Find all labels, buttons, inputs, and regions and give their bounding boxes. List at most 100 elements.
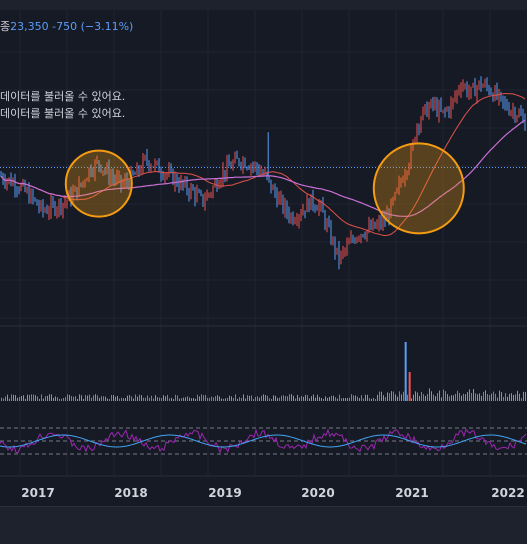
volume-bar [27, 394, 28, 401]
volume-bar [161, 398, 162, 401]
volume-bar [421, 391, 422, 401]
volume-bar [271, 398, 272, 401]
volume-bar [413, 394, 414, 401]
volume-bar [305, 394, 306, 401]
volume-bar [203, 395, 204, 401]
volume-bar [229, 395, 230, 401]
highlight-circle-1 [64, 149, 133, 218]
volume-bar [489, 395, 490, 401]
volume-bar [127, 395, 128, 401]
volume-bar [11, 394, 12, 401]
volume-bar [465, 394, 466, 401]
volume-bar [313, 394, 314, 401]
volume-bar [119, 398, 120, 401]
rsi-signal-line [0, 434, 527, 448]
volume-bar [7, 394, 8, 401]
volume-bar [205, 394, 206, 401]
volume-bar [225, 398, 226, 401]
volume-bar [195, 398, 196, 401]
volume-bar [459, 393, 460, 401]
volume-bar [367, 394, 368, 401]
volume-bar [249, 395, 250, 401]
volume-bar [165, 396, 166, 401]
volume-bar [149, 397, 150, 401]
volume-bar [53, 397, 54, 401]
volume-bar [69, 394, 70, 401]
volume-bar [285, 396, 286, 401]
volume-bar [499, 390, 500, 401]
x-tick-label: 2018 [114, 486, 147, 500]
price-chart[interactable]: 2017 2018 2019 2020 2021 2022 [0, 0, 527, 506]
volume-bar [241, 398, 242, 401]
volume-bar [37, 396, 38, 401]
volume-bar [309, 398, 310, 401]
volume-bar [255, 396, 256, 401]
x-tick-label: 2020 [301, 486, 334, 500]
volume-bar [341, 398, 342, 401]
volume-bar [311, 396, 312, 401]
volume-bar [39, 398, 40, 401]
volume-bar [461, 395, 462, 401]
volume-bar [517, 390, 518, 401]
volume-bar [293, 395, 294, 401]
volume-bar [523, 391, 524, 401]
volume-bar [41, 394, 42, 401]
volume-bar [383, 395, 384, 401]
x-tick-label: 2017 [21, 486, 54, 500]
ma-long-line [0, 119, 526, 217]
volume-bar [335, 397, 336, 401]
volume-bar [115, 396, 116, 401]
price-prefix: 종 [0, 20, 11, 33]
volume-bar [233, 398, 234, 401]
volume-bar [319, 397, 320, 401]
volume-bar [351, 394, 352, 401]
volume-bar [301, 395, 302, 401]
volume-bar [101, 396, 102, 401]
volume-bar [397, 396, 398, 401]
volume-bar [395, 394, 396, 401]
volume-bar [33, 394, 34, 401]
volume-bar [251, 395, 252, 401]
volume-bar [141, 395, 142, 401]
volume-bar [9, 398, 10, 401]
volume-bar [275, 395, 276, 401]
volume-bar [467, 392, 468, 401]
highlight-circle-2 [372, 142, 465, 235]
volume-bar [433, 394, 434, 401]
volume-bar [77, 398, 78, 401]
volume-bar [83, 398, 84, 401]
volume-bar [103, 396, 104, 401]
x-tick-label: 2022 [491, 486, 524, 500]
volume-bar [455, 393, 456, 401]
rsi-line [0, 428, 527, 454]
volume-bar [157, 397, 158, 401]
volume-bar [137, 396, 138, 401]
volume-bar [23, 395, 24, 401]
volume-bar [217, 395, 218, 401]
price-change-pct: (−3.11%) [80, 20, 134, 33]
volume-bar [13, 394, 14, 401]
volume-bar [349, 397, 350, 401]
volume-bar [407, 394, 408, 401]
volume-bar [403, 391, 404, 401]
volume-bar [199, 396, 200, 401]
volume-bar [49, 394, 50, 401]
volume-bar [133, 398, 134, 401]
volume-bar [453, 395, 454, 401]
volume-bar [295, 398, 296, 401]
volume-bar [423, 394, 424, 401]
volume-bar [493, 391, 494, 401]
volume-bar [179, 398, 180, 401]
volume-bar [223, 398, 224, 401]
volume-bar [391, 391, 392, 401]
volume-bar [147, 395, 148, 401]
volume-bar [521, 398, 522, 401]
volume-bar [139, 394, 140, 401]
volume-bar [323, 398, 324, 401]
chart-area[interactable] [0, 10, 527, 506]
volume-bar [253, 398, 254, 401]
volume-bar [329, 396, 330, 401]
volume-bar [287, 396, 288, 401]
volume-bar [355, 395, 356, 401]
volume-bar [15, 395, 16, 401]
